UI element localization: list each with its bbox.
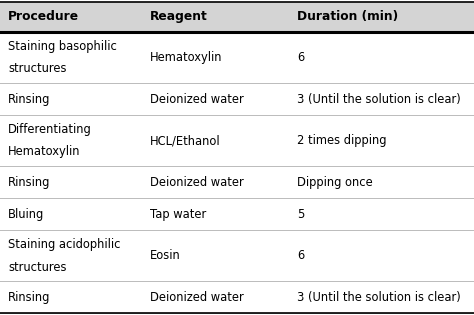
Bar xyxy=(0,230,474,281)
Bar xyxy=(0,32,474,83)
Bar xyxy=(0,281,474,313)
Text: Differentiating: Differentiating xyxy=(8,123,92,136)
Text: 6: 6 xyxy=(297,249,304,262)
Text: 6: 6 xyxy=(297,51,304,64)
Bar xyxy=(0,198,474,230)
Bar xyxy=(0,83,474,115)
Text: Staining basophilic: Staining basophilic xyxy=(8,40,117,53)
Text: HCL/Ethanol: HCL/Ethanol xyxy=(150,134,221,147)
Text: structures: structures xyxy=(8,62,66,75)
Text: 2 times dipping: 2 times dipping xyxy=(297,134,387,147)
Text: Rinsing: Rinsing xyxy=(8,93,50,106)
Text: Reagent: Reagent xyxy=(150,10,208,23)
Text: 3 (Until the solution is clear): 3 (Until the solution is clear) xyxy=(297,291,461,304)
Bar xyxy=(0,166,474,198)
Text: Staining acidophilic: Staining acidophilic xyxy=(8,238,120,251)
Text: Procedure: Procedure xyxy=(8,10,79,23)
Text: 5: 5 xyxy=(297,208,305,221)
Text: 3 (Until the solution is clear): 3 (Until the solution is clear) xyxy=(297,93,461,106)
Text: Dipping once: Dipping once xyxy=(297,176,373,189)
Text: Duration (min): Duration (min) xyxy=(297,10,398,23)
Text: Hematoxylin: Hematoxylin xyxy=(8,146,81,158)
Text: Eosin: Eosin xyxy=(150,249,181,262)
Text: Rinsing: Rinsing xyxy=(8,176,50,189)
Text: structures: structures xyxy=(8,261,66,274)
Text: Bluing: Bluing xyxy=(8,208,44,221)
Text: Hematoxylin: Hematoxylin xyxy=(150,51,223,64)
Text: Deionized water: Deionized water xyxy=(150,291,244,304)
Text: Tap water: Tap water xyxy=(150,208,207,221)
Bar xyxy=(0,2,474,32)
Text: Deionized water: Deionized water xyxy=(150,176,244,189)
Text: Rinsing: Rinsing xyxy=(8,291,50,304)
Bar xyxy=(0,115,474,166)
Text: Deionized water: Deionized water xyxy=(150,93,244,106)
